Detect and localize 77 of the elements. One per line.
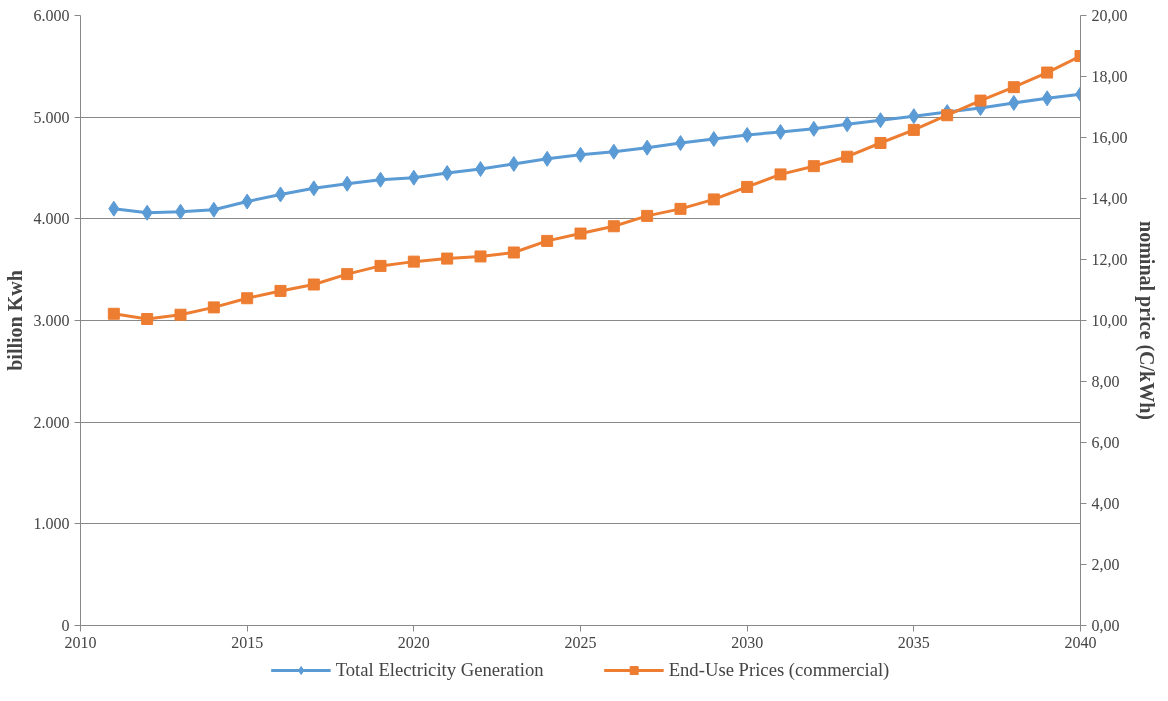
point bbox=[1041, 66, 1054, 79]
point bbox=[874, 136, 887, 149]
y2-tick-label: 8,00 bbox=[1091, 373, 1120, 390]
y-tick-label: 2.000 bbox=[33, 413, 70, 431]
point bbox=[674, 202, 687, 215]
x-tick-label: 2020 bbox=[397, 633, 430, 651]
y2-tick-label: 2,00 bbox=[1091, 556, 1120, 573]
point bbox=[907, 123, 920, 136]
point bbox=[974, 94, 987, 107]
point bbox=[1007, 81, 1020, 94]
y2-tick-label: 20,00 bbox=[1091, 7, 1128, 24]
x-tick-label: 2030 bbox=[731, 633, 764, 651]
point bbox=[208, 201, 220, 218]
point bbox=[841, 150, 854, 163]
point bbox=[574, 227, 587, 240]
y2-tick-label: 14,00 bbox=[1091, 190, 1128, 207]
point bbox=[507, 246, 520, 259]
point bbox=[641, 139, 653, 156]
y2-tick-label: 12,00 bbox=[1091, 251, 1128, 268]
y-tick-label: 1.000 bbox=[33, 515, 70, 533]
y-tick-label: 3.000 bbox=[33, 312, 70, 329]
point bbox=[908, 108, 920, 125]
point bbox=[307, 278, 320, 291]
point bbox=[541, 234, 554, 247]
y-tick-label: 4.000 bbox=[33, 210, 70, 228]
point bbox=[808, 120, 820, 137]
legend-label: End-Use Prices (commercial) bbox=[668, 659, 890, 681]
point bbox=[741, 126, 753, 143]
point bbox=[341, 175, 353, 192]
point bbox=[107, 307, 120, 320]
point bbox=[141, 204, 153, 221]
y2-tick-label: 0,00 bbox=[1091, 617, 1120, 634]
legend-label: Total Electricity Generation bbox=[335, 659, 544, 681]
x-tick-label: 2010 bbox=[64, 633, 97, 651]
x-tick-label: 2040 bbox=[1064, 633, 1097, 651]
point bbox=[108, 200, 120, 217]
point bbox=[607, 220, 620, 233]
point bbox=[207, 301, 220, 314]
point bbox=[1008, 94, 1020, 111]
point bbox=[707, 193, 720, 206]
y2-tick-label: 6,00 bbox=[1091, 434, 1120, 451]
point bbox=[541, 150, 553, 167]
point bbox=[941, 109, 954, 122]
point bbox=[1041, 90, 1053, 107]
point bbox=[408, 169, 420, 186]
point bbox=[741, 180, 754, 193]
point bbox=[641, 209, 654, 222]
y-tick-label: 5.000 bbox=[33, 108, 70, 126]
point bbox=[841, 116, 853, 133]
point bbox=[708, 131, 720, 148]
x-tick-label: 2015 bbox=[231, 633, 264, 651]
y2-tick-label: 16,00 bbox=[1091, 129, 1128, 146]
point bbox=[407, 255, 420, 268]
point bbox=[174, 308, 187, 321]
point bbox=[608, 143, 620, 160]
point bbox=[241, 292, 254, 305]
point bbox=[274, 284, 287, 297]
point bbox=[508, 155, 520, 172]
point bbox=[141, 312, 154, 325]
y-tick-label: 6.000 bbox=[33, 7, 70, 24]
point bbox=[241, 193, 253, 210]
x-tick-label: 2025 bbox=[564, 633, 597, 651]
y2-tick-label: 4,00 bbox=[1091, 495, 1120, 512]
y-axis-title: billion Kwh bbox=[3, 270, 26, 371]
point bbox=[308, 180, 320, 197]
point bbox=[441, 252, 454, 265]
y-tick-label: 0 bbox=[61, 617, 70, 634]
y2-axis-title: nominal price (C/kWh) bbox=[1134, 221, 1158, 420]
point bbox=[374, 259, 387, 272]
point bbox=[341, 268, 354, 281]
point bbox=[474, 250, 487, 263]
point bbox=[774, 168, 787, 181]
point bbox=[441, 165, 453, 182]
point bbox=[807, 160, 820, 173]
y2-tick-label: 10,00 bbox=[1091, 312, 1128, 329]
x-tick-label: 2035 bbox=[897, 633, 930, 651]
y2-tick-label: 18,00 bbox=[1091, 68, 1128, 85]
